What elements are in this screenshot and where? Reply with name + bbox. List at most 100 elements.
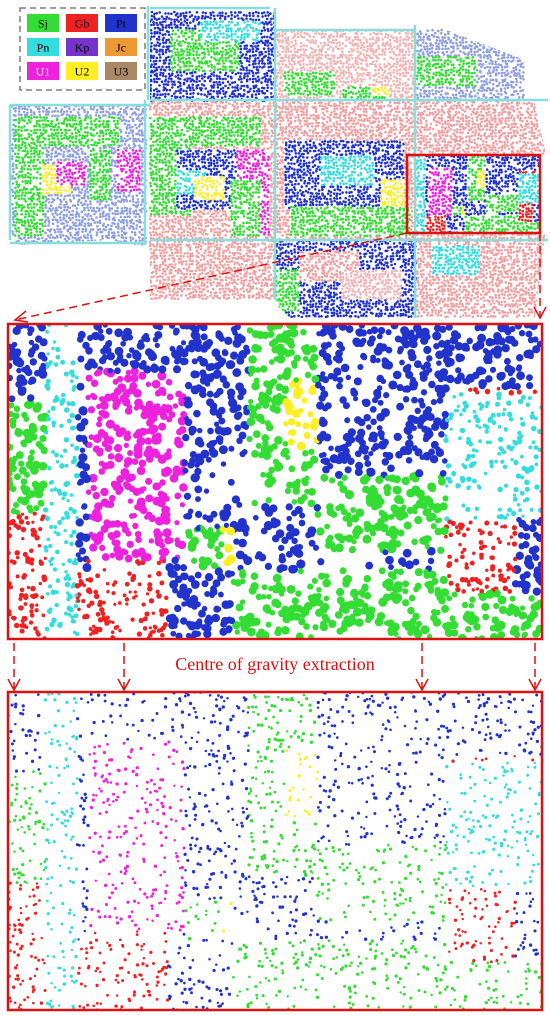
overview-point [165, 38, 168, 42]
overview-point [154, 155, 158, 159]
overview-point [216, 35, 220, 39]
overview-point [164, 75, 168, 78]
overview-point [261, 269, 265, 272]
overview-point [41, 201, 45, 204]
overview-point [47, 221, 51, 224]
overview-point [263, 92, 267, 95]
overview-point [54, 231, 57, 234]
overview-point [228, 83, 232, 86]
overview-point [227, 56, 230, 59]
overview-point [236, 106, 239, 110]
overview-point [206, 194, 210, 198]
overview-point [215, 277, 219, 281]
overview-point [50, 122, 53, 125]
overview-point [212, 261, 216, 264]
overview-point [263, 188, 266, 192]
overview-point [255, 36, 259, 40]
overview-point [230, 243, 234, 246]
overview-point [91, 171, 95, 174]
overview-point [158, 268, 161, 272]
overview-point [171, 229, 174, 233]
overview-point [211, 11, 215, 14]
overview-point [261, 242, 264, 245]
overview-point [68, 118, 72, 122]
overview-point [32, 131, 36, 135]
overview-point [192, 53, 195, 57]
overview-point [91, 185, 95, 189]
overview-point [193, 117, 197, 121]
overview-point [74, 137, 78, 140]
overview-point [159, 73, 162, 77]
overview-point [152, 88, 156, 92]
overview-point [89, 202, 92, 206]
overview-point [29, 173, 32, 176]
overview-point [173, 23, 176, 26]
overview-point [212, 143, 215, 146]
overview-point [206, 136, 210, 140]
overview-point [218, 91, 222, 95]
overview-point [193, 233, 197, 236]
overview-point [173, 236, 177, 239]
overview-point [189, 140, 192, 144]
overview-point [27, 132, 31, 136]
overview-point [107, 212, 110, 216]
overview-point [65, 124, 68, 128]
overview-point [161, 197, 165, 201]
overview-point [206, 35, 209, 38]
overview-point [257, 234, 260, 237]
overview-point [237, 263, 241, 266]
overview-point [269, 215, 273, 218]
overview-point [119, 117, 122, 121]
overview-point [237, 71, 240, 75]
overview-point [207, 197, 210, 201]
overview-point [134, 233, 137, 236]
overview-point [129, 129, 133, 132]
overview-point [233, 190, 236, 194]
overview-point [251, 210, 255, 213]
overview-point [25, 187, 29, 191]
overview-point [225, 158, 228, 162]
overview-point [155, 179, 158, 182]
overview-point [162, 17, 165, 21]
overview-point [233, 33, 237, 36]
overview-point [200, 147, 204, 150]
overview-point [60, 171, 63, 174]
overview-point [197, 243, 201, 246]
overview-point [87, 209, 90, 212]
overview-point [59, 235, 63, 239]
overview-point [167, 33, 171, 37]
overview-point [224, 92, 227, 95]
overview-point [257, 188, 260, 192]
overview-point [104, 191, 108, 194]
overview-point [171, 281, 175, 285]
overview-point [136, 198, 140, 201]
overview-point [224, 287, 228, 290]
overview-point [194, 133, 198, 137]
overview-point [192, 50, 195, 53]
overview-point [166, 194, 170, 197]
overview-point [243, 259, 246, 263]
overview-point [237, 119, 240, 123]
overview-point [49, 204, 53, 207]
overview-point [187, 188, 191, 192]
overview-point [205, 62, 209, 65]
overview-point [190, 32, 194, 35]
overview-point [104, 174, 107, 177]
overview-point [265, 71, 269, 75]
overview-point [14, 128, 17, 132]
overview-point [239, 152, 242, 155]
overview-point [224, 191, 227, 195]
overview-point [176, 51, 180, 54]
overview-point [242, 110, 246, 113]
overview-point [190, 14, 194, 17]
overview-point [38, 150, 42, 153]
overview-point [209, 278, 212, 282]
overview-point [47, 150, 50, 154]
overview-point [215, 132, 218, 136]
overview-point [202, 230, 206, 234]
overview-point [149, 92, 152, 96]
overview-point [216, 227, 219, 230]
overview-point [104, 154, 108, 158]
overview-point [268, 289, 272, 293]
overview-point [171, 29, 175, 32]
